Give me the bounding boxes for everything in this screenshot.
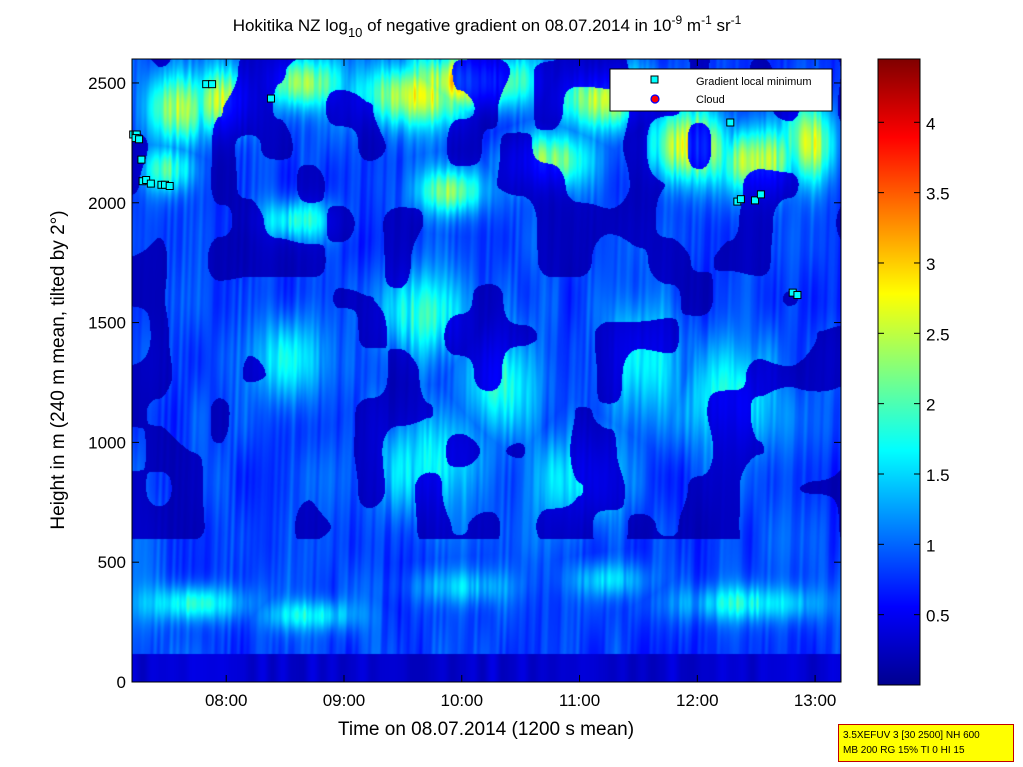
legend: Gradient local minimum Cloud	[609, 68, 833, 112]
legend-box	[609, 68, 833, 112]
gradient-minima-markers	[129, 80, 802, 300]
y-tick-label: 0	[117, 673, 126, 692]
x-axis-label: Time on 08.07.2014 (1200 s mean)	[338, 719, 634, 740]
title-middle: of negative gradient on 08.07.2014 in 10	[362, 16, 671, 35]
colorbar-tick-label: 3.5	[926, 185, 950, 204]
gradient-minimum-marker	[208, 80, 217, 89]
colorbar-tick-label: 4	[926, 114, 935, 133]
colorbar-tick-label: 1.5	[926, 466, 950, 485]
title-sup1: -9	[672, 13, 683, 27]
colorbar-tick-label: 2	[926, 396, 935, 415]
gradient-minimum-marker	[756, 190, 765, 199]
legend-entry-gradient-minimum: Gradient local minimum	[696, 76, 812, 88]
title-sup2: -1	[701, 13, 712, 27]
gradient-minimum-marker	[266, 94, 275, 103]
colorbar-gradient	[877, 58, 921, 686]
x-tick-label: 11:00	[559, 691, 600, 710]
y-tick-label: 2000	[88, 194, 126, 213]
x-tick-label: 10:00	[440, 691, 483, 710]
gradient-minimum-marker	[135, 135, 144, 144]
colorbar-tick-label: 0.5	[926, 607, 950, 626]
gradient-minimum-marker	[751, 196, 760, 205]
plot-frame	[131, 58, 842, 683]
info-line-2: MB 200 RG 15% TI 0 HI 15	[843, 745, 965, 756]
y-tick-label: 1500	[88, 314, 126, 333]
x-tick-label: 08:00	[205, 691, 248, 710]
gradient-minimum-marker	[137, 155, 146, 164]
gradient-minimum-marker	[726, 118, 735, 127]
title-sub: 10	[348, 25, 362, 40]
legend-marker-square	[650, 75, 659, 84]
x-tick-label: 13:00	[794, 691, 837, 710]
title-prefix: Hokitika NZ log	[233, 16, 348, 35]
heatmap-plot	[132, 59, 841, 682]
x-axis: 08:00 09:00 10:00 11:00 12:00 13:00	[205, 59, 836, 710]
title-unit-sr: sr	[712, 16, 731, 35]
heatmap-canvas	[132, 59, 841, 682]
chart-title: Hokitika NZ log10 of negative gradient o…	[233, 13, 742, 40]
title-unit-m: m	[682, 16, 701, 35]
gradient-minimum-marker	[793, 291, 802, 300]
legend-entry-cloud: Cloud	[696, 94, 725, 106]
y-axis: 0 500 1000 1500 2000 2500	[88, 74, 841, 692]
y-axis-label: Height in m (240 m mean, tilted by 2°)	[48, 210, 69, 529]
gradient-minimum-marker	[736, 195, 745, 204]
colorbar-tick-label: 1	[926, 536, 935, 555]
y-tick-label: 500	[98, 553, 126, 572]
gradient-minimum-marker	[165, 181, 174, 190]
legend-marker-circle	[650, 94, 660, 104]
y-tick-label: 2500	[88, 74, 126, 93]
colorbar-ticks: 0.5 1 1.5 2 2.5 3 3.5 4	[878, 114, 950, 626]
gradient-minimum-marker	[146, 179, 155, 188]
colorbar-tick-label: 3	[926, 255, 935, 274]
colorbar: 0.5 1 1.5 2 2.5 3 3.5 4	[877, 58, 950, 686]
title-sup3: -1	[731, 13, 742, 27]
info-box: 3.5XEFUV 3 [30 2500] NH 600 MB 200 RG 15…	[838, 724, 1014, 762]
colorbar-tick-label: 2.5	[926, 325, 950, 344]
x-tick-label: 12:00	[676, 691, 719, 710]
info-line-1: 3.5XEFUV 3 [30 2500] NH 600	[843, 730, 980, 741]
x-tick-label: 09:00	[323, 691, 366, 710]
y-tick-label: 1000	[88, 433, 126, 452]
